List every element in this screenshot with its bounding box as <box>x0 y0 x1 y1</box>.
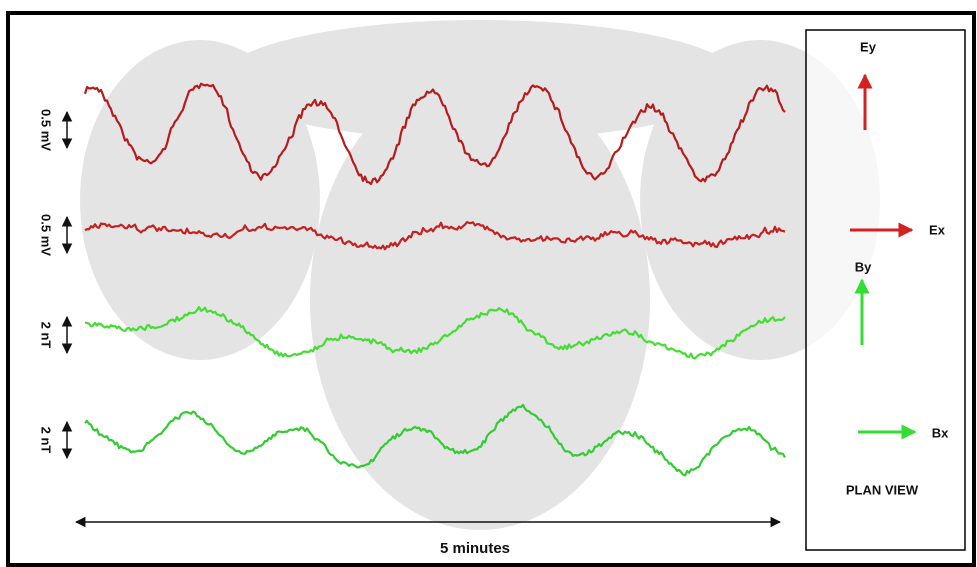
figure: 0.5 mV0.5 mV2 nT2 nT 5 minutes Ey Ex By … <box>0 0 977 567</box>
scale-label: 0.5 mV <box>39 109 54 151</box>
scale-label: 2 nT <box>39 427 54 454</box>
component-label: Ey <box>860 39 877 54</box>
component-label: By <box>855 259 872 274</box>
plan-view-box <box>806 30 965 550</box>
component-label: Ex <box>929 222 946 237</box>
time-label: 5 minutes <box>440 540 510 557</box>
scale-label: 2 nT <box>39 322 54 349</box>
scale-label: 0.5 mV <box>39 214 54 256</box>
component-label: Bx <box>932 425 949 440</box>
plan-view-title: PLAN VIEW <box>846 482 919 497</box>
